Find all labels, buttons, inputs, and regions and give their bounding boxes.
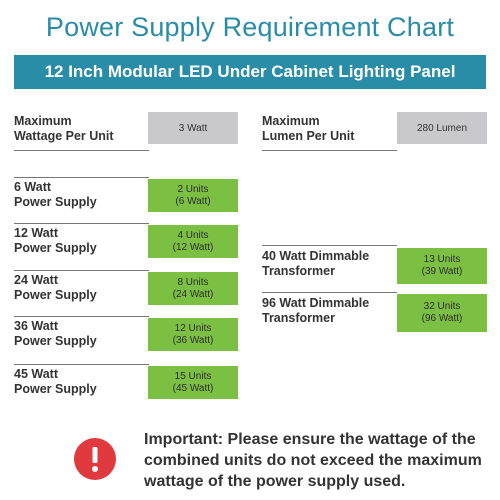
units-wattage: (96 Watt) xyxy=(421,313,463,324)
units-count: 2 Units xyxy=(177,183,209,195)
exclamation-mark-icon xyxy=(92,447,98,472)
units-wattage: (45 Watt) xyxy=(172,382,214,394)
max-wattage-value: 3 Watt xyxy=(148,112,238,144)
units-count: 4 Units xyxy=(177,229,209,241)
max-lumen-label: Maximum Lumen Per Unit xyxy=(262,114,355,143)
units-wattage: (6 Watt) xyxy=(175,195,211,207)
units-wattage: (12 Watt) xyxy=(172,241,214,253)
transformer-label: 96 Watt Dimmable Transformer xyxy=(262,296,370,325)
divider xyxy=(262,292,397,293)
transformer-label: 40 Watt Dimmable Transformer xyxy=(262,249,370,278)
units-count: 32 Units xyxy=(423,301,461,312)
units-wattage: (24 Watt) xyxy=(172,288,214,300)
important-notice: Important: Please ensure the wattage of … xyxy=(144,431,482,490)
units-count: 8 Units xyxy=(177,276,209,288)
divider xyxy=(14,364,149,365)
max-lumen-value: 280 Lumen xyxy=(397,112,487,144)
exclamation-circle-icon xyxy=(74,438,116,480)
units-wattage: (39 Watt) xyxy=(421,266,463,277)
units-count: 13 Units xyxy=(423,254,461,265)
units-box: 12 Units (36 Watt) xyxy=(148,318,238,351)
units-box: 15 Units (45 Watt) xyxy=(148,366,238,399)
divider xyxy=(262,245,397,246)
units-count: 15 Units xyxy=(174,370,212,382)
divider xyxy=(14,223,149,224)
divider xyxy=(14,150,149,151)
power-supply-label: 36 Watt Power Supply xyxy=(14,319,97,348)
power-supply-label: 24 Watt Power Supply xyxy=(14,273,97,302)
units-wattage: (36 Watt) xyxy=(172,334,214,346)
power-supply-label: 45 Watt Power Supply xyxy=(14,367,97,396)
max-wattage-label: Maximum Wattage Per Unit xyxy=(14,114,114,143)
product-banner: 12 Inch Modular LED Under Cabinet Lighti… xyxy=(14,55,486,89)
chart-title: Power Supply Requirement Chart xyxy=(45,12,455,42)
divider xyxy=(14,270,149,271)
units-box: 2 Units (6 Watt) xyxy=(148,179,238,212)
units-box: 32 Units (96 Watt) xyxy=(397,294,487,332)
units-count: 12 Units xyxy=(174,322,212,334)
power-supply-label: 12 Watt Power Supply xyxy=(14,226,97,255)
divider xyxy=(14,316,149,317)
units-box: 4 Units (12 Watt) xyxy=(148,225,238,258)
power-supply-label: 6 Watt Power Supply xyxy=(14,180,97,209)
units-box: 13 Units (39 Watt) xyxy=(397,248,487,284)
divider xyxy=(14,177,149,178)
units-box: 8 Units (24 Watt) xyxy=(148,272,238,305)
divider xyxy=(262,150,397,151)
